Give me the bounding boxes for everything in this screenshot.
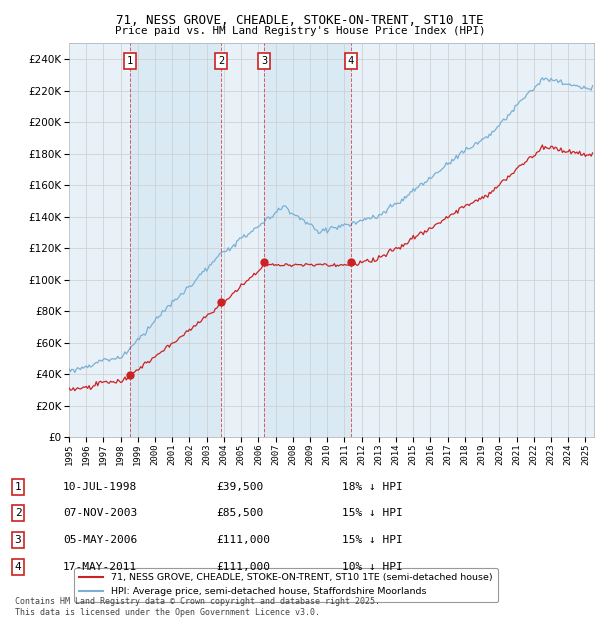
Text: 1: 1 bbox=[127, 56, 133, 66]
Text: 4: 4 bbox=[14, 562, 22, 572]
Text: £39,500: £39,500 bbox=[216, 482, 263, 492]
Text: 10% ↓ HPI: 10% ↓ HPI bbox=[342, 562, 403, 572]
Text: 3: 3 bbox=[261, 56, 268, 66]
Text: 3: 3 bbox=[14, 535, 22, 545]
Text: 05-MAY-2006: 05-MAY-2006 bbox=[63, 535, 137, 545]
Text: 4: 4 bbox=[348, 56, 354, 66]
Legend: 71, NESS GROVE, CHEADLE, STOKE-ON-TRENT, ST10 1TE (semi-detached house), HPI: Av: 71, NESS GROVE, CHEADLE, STOKE-ON-TRENT,… bbox=[74, 568, 498, 601]
Bar bbox=[264, 43, 351, 437]
Text: 18% ↓ HPI: 18% ↓ HPI bbox=[342, 482, 403, 492]
Text: Price paid vs. HM Land Registry's House Price Index (HPI): Price paid vs. HM Land Registry's House … bbox=[115, 26, 485, 36]
Text: 10-JUL-1998: 10-JUL-1998 bbox=[63, 482, 137, 492]
Text: 15% ↓ HPI: 15% ↓ HPI bbox=[342, 535, 403, 545]
Text: £111,000: £111,000 bbox=[216, 535, 270, 545]
Text: 15% ↓ HPI: 15% ↓ HPI bbox=[342, 508, 403, 518]
Text: £111,000: £111,000 bbox=[216, 562, 270, 572]
Bar bbox=[130, 43, 221, 437]
Text: Contains HM Land Registry data © Crown copyright and database right 2025.
This d: Contains HM Land Registry data © Crown c… bbox=[15, 598, 380, 617]
Text: 07-NOV-2003: 07-NOV-2003 bbox=[63, 508, 137, 518]
Text: £85,500: £85,500 bbox=[216, 508, 263, 518]
Text: 17-MAY-2011: 17-MAY-2011 bbox=[63, 562, 137, 572]
Text: 1: 1 bbox=[14, 482, 22, 492]
Text: 2: 2 bbox=[218, 56, 224, 66]
Text: 2: 2 bbox=[14, 508, 22, 518]
Text: 71, NESS GROVE, CHEADLE, STOKE-ON-TRENT, ST10 1TE: 71, NESS GROVE, CHEADLE, STOKE-ON-TRENT,… bbox=[116, 14, 484, 27]
